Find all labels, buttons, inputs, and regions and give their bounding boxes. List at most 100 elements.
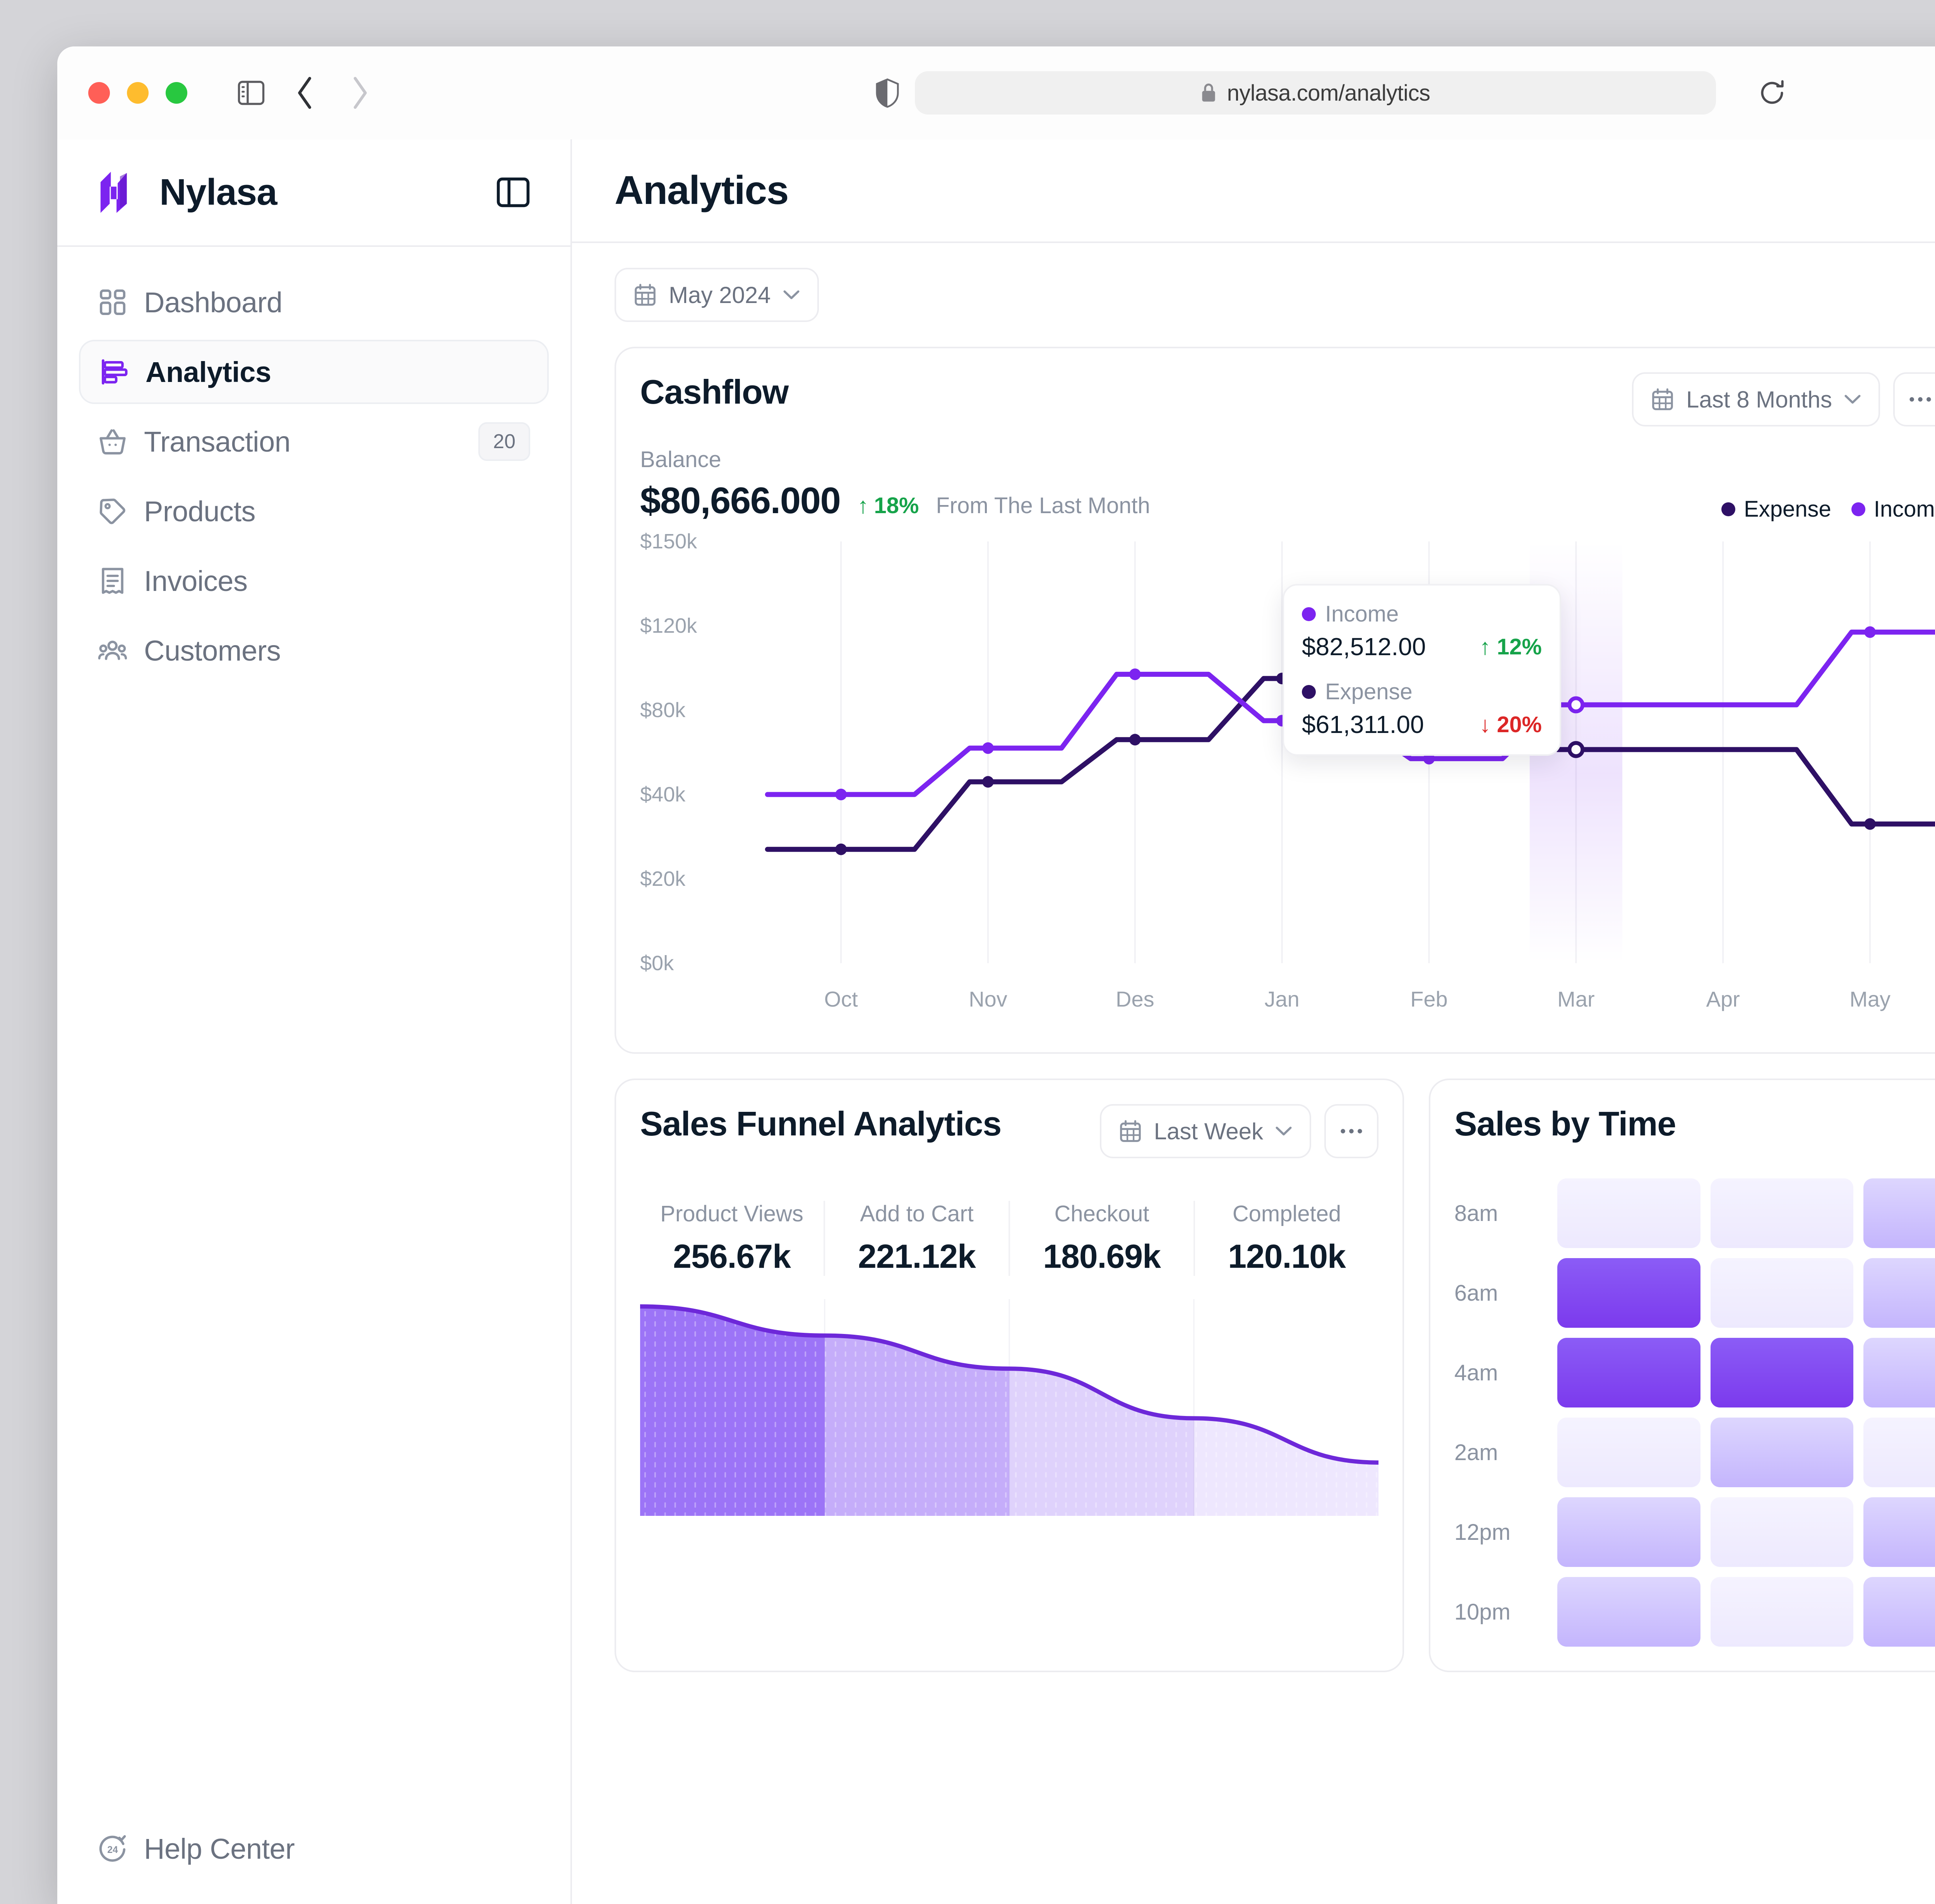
x-axis-tick-label: Apr (1706, 987, 1740, 1011)
funnel-chart (640, 1299, 1378, 1516)
forward-button[interactable] (338, 72, 381, 114)
window-controls (88, 82, 187, 104)
heatmap-row (1557, 1258, 1935, 1328)
tooltip-income-arrow: ↑ (1479, 634, 1491, 659)
sidebar-item-products[interactable]: Products (79, 479, 549, 543)
address-bar[interactable]: nylasa.com/analytics (915, 71, 1716, 115)
sidebar-item-label: Dashboard (144, 286, 283, 318)
balance-caption: From The Last Month (936, 493, 1150, 518)
calendar-icon (635, 284, 656, 306)
toggle-browser-sidebar-button[interactable] (230, 72, 272, 114)
funnel-step: Checkout 180.69k (1009, 1201, 1194, 1276)
browser-chrome: nylasa.com/analytics (57, 46, 1935, 139)
funnel-step-label: Product Views (660, 1201, 803, 1226)
chevron-right-icon (354, 77, 367, 109)
sidebar-item-customers[interactable]: Customers (79, 618, 549, 683)
brand-name: Nylasa (159, 171, 277, 213)
funnel-step: Add to Cart 221.12k (824, 1201, 1009, 1276)
date-range-filter[interactable]: May 2024 (615, 268, 819, 322)
heatmap-cell[interactable] (1863, 1178, 1935, 1248)
svg-text:24: 24 (107, 1845, 118, 1855)
heatmap-cell[interactable] (1710, 1258, 1854, 1328)
funnel-step-value: 256.67k (673, 1238, 791, 1275)
heatmap-cell[interactable] (1557, 1418, 1700, 1487)
app-root: Nylasa Dashboard (57, 139, 1935, 1904)
balance-delta: 18% (874, 493, 919, 518)
cashflow-range-filter[interactable]: Last 8 Months (1632, 372, 1880, 426)
cashflow-more-button[interactable] (1893, 372, 1935, 426)
cashflow-chart[interactable]: $150k $120k $80k $40k $20k $0k Oct Nov Des Jan Fe… (640, 530, 1935, 1037)
funnel-more-button[interactable] (1324, 1104, 1378, 1158)
content-row-1: Cashflow (615, 347, 1935, 1054)
heatmap-cell[interactable] (1710, 1418, 1854, 1487)
basket-icon (99, 429, 126, 455)
x-axis-tick-label: Mar (1557, 987, 1595, 1011)
chevron-left-icon (298, 77, 311, 109)
maximize-window-button[interactable] (166, 82, 187, 104)
x-axis-tick-label: Feb (1410, 987, 1448, 1011)
tooltip-expense-label: Expense (1325, 679, 1413, 704)
tooltip-dot-expense (1302, 685, 1316, 699)
legend-label-income: Income (1873, 497, 1935, 522)
panel-collapse-icon[interactable] (495, 174, 532, 211)
minimize-window-button[interactable] (127, 82, 149, 104)
sidebar-item-transaction[interactable]: Transaction 20 (79, 409, 549, 474)
funnel-range-filter[interactable]: Last Week (1099, 1104, 1311, 1158)
tooltip-expense-value: $61,311.00 (1302, 711, 1424, 738)
balance-delta-arrow: ↑ (857, 493, 869, 518)
sidebar-item-analytics[interactable]: Analytics (79, 340, 549, 404)
heatmap-cell[interactable] (1863, 1497, 1935, 1567)
x-axis-tick-label: Oct (824, 987, 858, 1011)
heatmap-cell[interactable] (1863, 1418, 1935, 1487)
heatmap-cell[interactable] (1557, 1338, 1700, 1407)
back-button[interactable] (284, 72, 327, 114)
x-axis-tick-label: May (1849, 987, 1890, 1011)
content-area: Cashflow (572, 347, 1935, 1904)
main-area: Analytics Search ⌘ (572, 139, 1935, 1904)
sidebar-item-invoices[interactable]: Invoices (79, 549, 549, 613)
panel-toggle-icon (238, 80, 265, 105)
shield-icon[interactable] (875, 77, 899, 108)
sidebar-item-dashboard[interactable]: Dashboard (79, 270, 549, 334)
heatmap-cell[interactable] (1863, 1577, 1935, 1647)
heatmap-cell[interactable] (1710, 1178, 1854, 1248)
heatmap-cell[interactable] (1557, 1178, 1700, 1248)
reload-button[interactable] (1751, 72, 1793, 114)
cashflow-range-label: Last 8 Months (1686, 386, 1832, 413)
users-icon (98, 640, 127, 660)
sales-funnel-title: Sales Funnel Analytics (640, 1104, 1002, 1143)
x-axis-tick-label: Nov (969, 987, 1007, 1011)
heatmap-row (1557, 1178, 1935, 1248)
chevron-down-icon (1276, 1127, 1292, 1136)
heatmap-cell[interactable] (1710, 1577, 1854, 1647)
sidebar-item-label: Customers (144, 634, 281, 667)
heatmap-cell[interactable] (1557, 1577, 1700, 1647)
cashflow-legend: Expense Income (1721, 496, 1935, 522)
heatmap-cell[interactable] (1863, 1338, 1935, 1407)
heatmap-cell[interactable] (1863, 1258, 1935, 1328)
heatmap-cell[interactable] (1710, 1497, 1854, 1567)
legend-item-expense: Expense (1721, 496, 1831, 522)
sidebar: Nylasa Dashboard (57, 139, 572, 1904)
heatmap-cell[interactable] (1557, 1258, 1700, 1328)
heatmap-grid (1557, 1178, 1935, 1647)
toolbar-row: May 2024 (572, 243, 1935, 347)
y-axis-tick-label: $120k (640, 614, 697, 637)
cashflow-card: Cashflow (615, 347, 1935, 1054)
receipt-icon (102, 568, 123, 594)
tag-icon (99, 498, 125, 524)
reload-icon (1761, 80, 1784, 104)
funnel-step-label: Completed (1232, 1201, 1341, 1226)
sidebar-item-label: Products (144, 495, 256, 527)
calendar-icon (1120, 1120, 1141, 1142)
funnel-step-label: Add to Cart (860, 1201, 974, 1226)
funnel-step-value: 120.10k (1228, 1238, 1346, 1275)
heatmap-row-labels: 8am 6am 4am 2am 12pm 10pm (1454, 1178, 1539, 1647)
browser-window: nylasa.com/analytics Nylasa (57, 46, 1935, 1904)
close-window-button[interactable] (88, 82, 110, 104)
heatmap-cell[interactable] (1557, 1497, 1700, 1567)
sidebar-item-help-center[interactable]: 24 Help Center (79, 1817, 549, 1881)
brand-row: Nylasa (57, 139, 570, 247)
transaction-count-badge: 20 (478, 422, 530, 461)
heatmap-cell[interactable] (1710, 1338, 1854, 1407)
